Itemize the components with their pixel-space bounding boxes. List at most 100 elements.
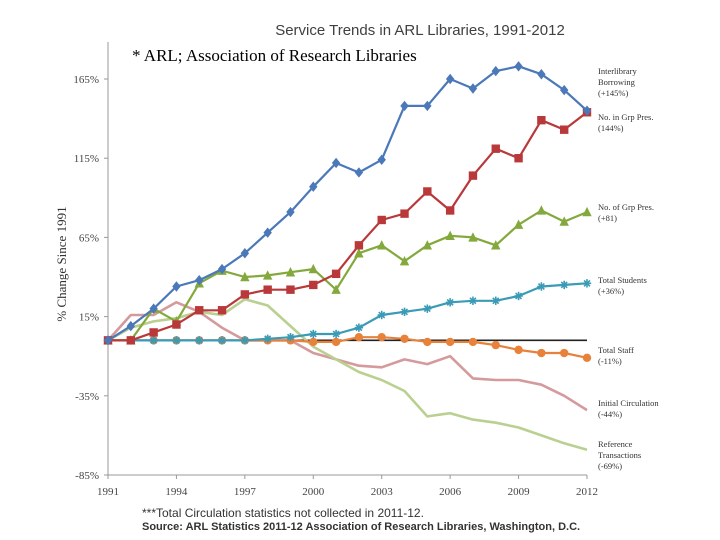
chart-title: Service Trends in ARL Libraries, 1991-20… bbox=[275, 22, 565, 39]
data-point bbox=[217, 263, 227, 275]
x-tick-label: 1997 bbox=[234, 486, 257, 498]
y-tick-label: -85% bbox=[75, 470, 99, 482]
data-point bbox=[582, 105, 592, 116]
data-point bbox=[400, 334, 409, 343]
data-point bbox=[399, 255, 410, 266]
data-point bbox=[149, 303, 158, 314]
x-tick-label: 1994 bbox=[165, 486, 188, 498]
legend-label: Interlibrary Borrowing (+145%) bbox=[598, 66, 637, 98]
series-line bbox=[108, 282, 588, 342]
data-point bbox=[126, 320, 136, 332]
data-point bbox=[331, 269, 341, 279]
data-point bbox=[377, 310, 386, 320]
data-point bbox=[559, 280, 569, 290]
data-point bbox=[377, 332, 386, 342]
data-point bbox=[240, 290, 250, 299]
data-point bbox=[126, 336, 136, 345]
data-point bbox=[217, 306, 227, 315]
data-point bbox=[513, 219, 524, 229]
legend-label: Reference Transactions (-69%) bbox=[598, 439, 641, 471]
data-point bbox=[582, 353, 592, 362]
data-point bbox=[217, 336, 227, 345]
data-point bbox=[445, 298, 455, 307]
data-point bbox=[262, 270, 273, 280]
y-tick-label: 15% bbox=[79, 312, 99, 324]
data-point bbox=[400, 307, 409, 317]
data-point bbox=[286, 206, 295, 218]
x-tick-label: 2009 bbox=[508, 486, 531, 498]
legend-label: No. of Grp Pres. (+81) bbox=[598, 202, 654, 223]
data-point bbox=[377, 215, 386, 225]
series-line bbox=[107, 297, 588, 451]
data-point bbox=[468, 296, 478, 305]
y-tick-label: -35% bbox=[75, 391, 99, 403]
data-point bbox=[514, 61, 523, 72]
data-point bbox=[514, 154, 523, 163]
series-interlibrary-borrowing bbox=[103, 61, 592, 346]
data-point bbox=[445, 206, 455, 215]
data-point bbox=[491, 144, 500, 153]
data-point bbox=[286, 332, 295, 342]
data-point bbox=[400, 100, 409, 112]
data-point bbox=[240, 248, 250, 259]
data-point bbox=[309, 181, 318, 192]
data-point bbox=[195, 274, 204, 286]
y-tick-label: 65% bbox=[79, 232, 99, 244]
data-point bbox=[445, 73, 455, 85]
data-point bbox=[423, 100, 432, 112]
data-point bbox=[172, 336, 181, 345]
data-point bbox=[172, 320, 181, 329]
data-point bbox=[263, 285, 272, 294]
data-point bbox=[582, 206, 592, 217]
data-point bbox=[559, 348, 569, 358]
series-line bbox=[108, 111, 588, 342]
data-point bbox=[514, 345, 523, 355]
series-line bbox=[107, 300, 588, 412]
data-point bbox=[263, 227, 272, 238]
data-point bbox=[354, 167, 364, 178]
data-point bbox=[286, 285, 295, 294]
data-point bbox=[423, 337, 432, 347]
data-point bbox=[309, 337, 318, 347]
data-point bbox=[331, 284, 341, 294]
y-axis-label: % Change Since 1991 bbox=[54, 206, 69, 322]
data-point bbox=[514, 291, 523, 301]
data-point bbox=[331, 337, 341, 347]
data-point bbox=[354, 332, 364, 342]
data-point bbox=[354, 241, 364, 250]
data-point bbox=[559, 216, 569, 226]
data-point bbox=[445, 337, 455, 347]
chart-caption: * ARL; Association of Research Libraries bbox=[130, 46, 419, 66]
x-tick-label: 2003 bbox=[371, 486, 394, 498]
series-line bbox=[108, 209, 588, 342]
source-note: Source: ARL Statistics 2011-12 Associati… bbox=[142, 521, 581, 533]
data-point bbox=[423, 187, 432, 196]
data-point bbox=[423, 304, 432, 313]
data-point bbox=[491, 296, 500, 305]
data-point bbox=[536, 205, 547, 215]
data-point bbox=[491, 340, 500, 350]
data-point bbox=[172, 281, 181, 292]
data-point bbox=[491, 65, 500, 77]
series-reference-transactions bbox=[107, 297, 588, 451]
legend-label: No. in Grp Pres. (144%) bbox=[598, 112, 653, 133]
series-initial-circulation bbox=[107, 300, 588, 412]
data-point bbox=[400, 209, 409, 218]
x-tick-label: 2012 bbox=[576, 486, 598, 498]
data-point bbox=[559, 84, 569, 96]
data-point bbox=[468, 232, 478, 242]
series-line bbox=[107, 65, 588, 342]
data-point bbox=[559, 125, 569, 134]
data-point bbox=[149, 336, 158, 345]
data-point bbox=[195, 306, 204, 315]
y-tick-label: 115% bbox=[74, 153, 99, 165]
data-point bbox=[537, 348, 546, 358]
data-point bbox=[377, 154, 386, 165]
data-point bbox=[537, 282, 546, 291]
data-point bbox=[195, 336, 204, 345]
data-point bbox=[331, 329, 341, 339]
data-point bbox=[537, 69, 546, 80]
data-point bbox=[149, 328, 158, 337]
data-point bbox=[331, 157, 341, 169]
